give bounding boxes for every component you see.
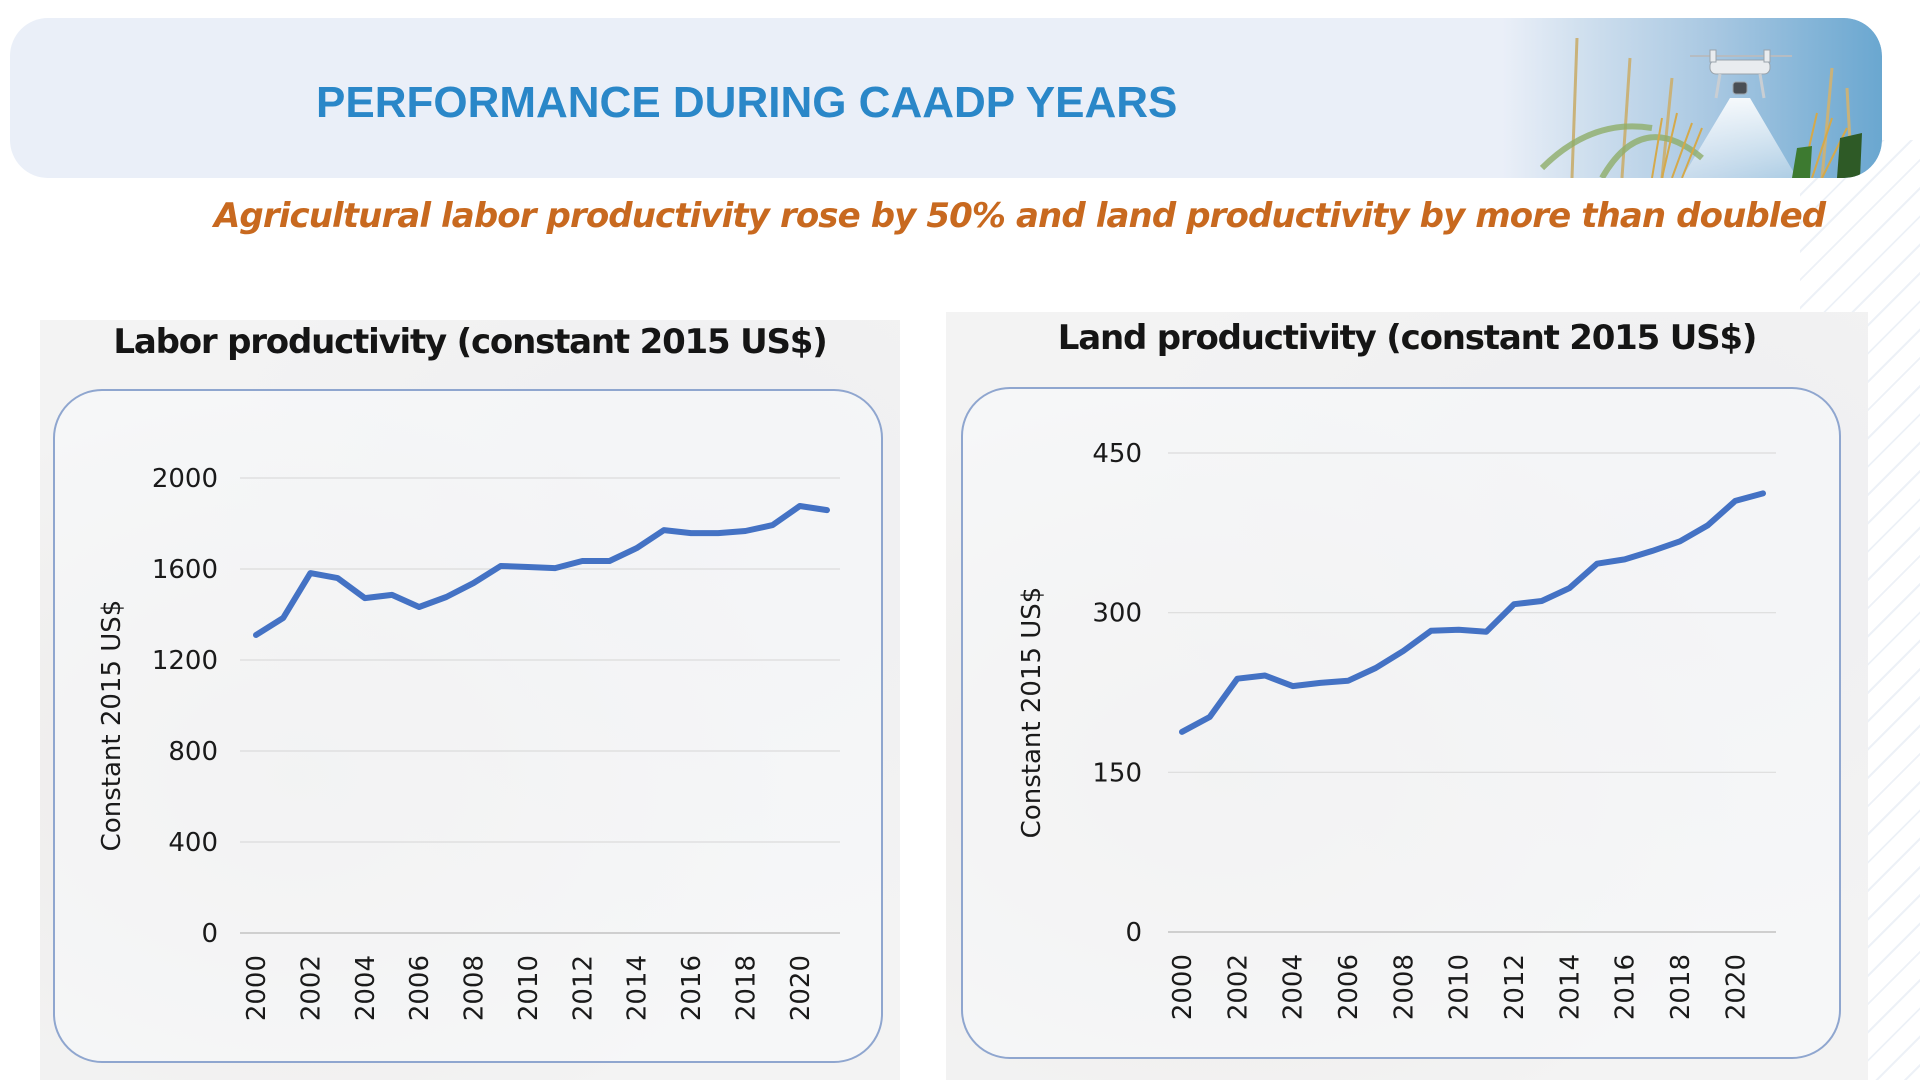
labor-x-tick-label: 2000 — [242, 955, 272, 1021]
subtitle: Agricultural labor productivity rose by … — [214, 196, 1826, 236]
labor-x-tick-label: 2010 — [514, 955, 544, 1021]
land-chart-title: Land productivity (constant 2015 US$) — [1057, 318, 1758, 358]
labor-x-tick-label: 2002 — [296, 955, 326, 1021]
land-chart-panel: Land productivity (constant 2015 US$) 0 1… — [946, 312, 1868, 1080]
header-banner: PERFORMANCE DURING CAADP YEARS — [10, 18, 1882, 178]
land-productivity-chart: 0 150 300 450 2000 2002 2004 2006 2008 2010 2012 20… — [961, 387, 1841, 1059]
drone-field-image — [1502, 18, 1882, 178]
labor-x-tick-label: 2018 — [731, 955, 761, 1021]
labor-y-tick-label: 0 — [201, 919, 218, 949]
labor-productivity-chart: 0 400 800 1200 1600 2000 2000 2002 2004 2006 2008 2… — [53, 389, 883, 1063]
land-y-tick-label: 300 — [1092, 599, 1142, 629]
labor-x-tick-label: 2012 — [568, 955, 598, 1021]
land-y-tick-label: 450 — [1092, 439, 1142, 469]
land-x-tick-label: 2018 — [1666, 954, 1696, 1020]
labor-y-tick-label: 2000 — [152, 464, 218, 494]
labor-chart-panel: Labor productivity (constant 2015 US$) 0… — [40, 320, 900, 1080]
labor-x-tick-label: 2014 — [623, 955, 653, 1021]
labor-series-line — [253, 503, 830, 638]
labor-y-axis-title: Constant 2015 US$ — [97, 600, 127, 852]
labor-y-tick-label: 400 — [168, 828, 218, 858]
land-x-tick-label: 2012 — [1500, 954, 1530, 1020]
land-y-tick-label: 150 — [1092, 758, 1142, 788]
land-plot-frame — [961, 387, 1841, 1059]
labor-y-tick-label: 1600 — [152, 555, 218, 585]
page-title: PERFORMANCE DURING CAADP YEARS — [316, 78, 1178, 127]
drone-icon — [1539, 37, 1862, 178]
labor-x-tick-label: 2004 — [351, 955, 381, 1021]
labor-x-tick-label: 2020 — [786, 955, 816, 1021]
land-y-axis-title: Constant 2015 US$ — [1017, 587, 1047, 839]
land-x-tick-label: 2010 — [1445, 954, 1475, 1020]
labor-x-tick-label: 2006 — [405, 955, 435, 1021]
labor-x-tick-label: 2016 — [677, 955, 707, 1021]
labor-x-tick-label: 2008 — [460, 955, 490, 1021]
labor-y-tick-label: 1200 — [152, 646, 218, 676]
land-x-tick-label: 2004 — [1279, 954, 1309, 1020]
labor-chart-title: Labor productivity (constant 2015 US$) — [113, 322, 827, 362]
land-x-tick-label: 2016 — [1611, 954, 1641, 1020]
land-series-line — [1179, 490, 1766, 735]
labor-y-tick-label: 800 — [168, 737, 218, 767]
land-y-tick-label: 0 — [1125, 918, 1142, 948]
labor-plot-frame — [53, 389, 883, 1063]
land-x-tick-label: 2008 — [1389, 954, 1419, 1020]
land-x-tick-label: 2014 — [1555, 954, 1585, 1020]
land-x-tick-label: 2006 — [1334, 954, 1364, 1020]
land-x-tick-label: 2000 — [1168, 954, 1198, 1020]
land-x-tick-label: 2002 — [1223, 954, 1253, 1020]
land-x-tick-label: 2020 — [1721, 954, 1751, 1020]
